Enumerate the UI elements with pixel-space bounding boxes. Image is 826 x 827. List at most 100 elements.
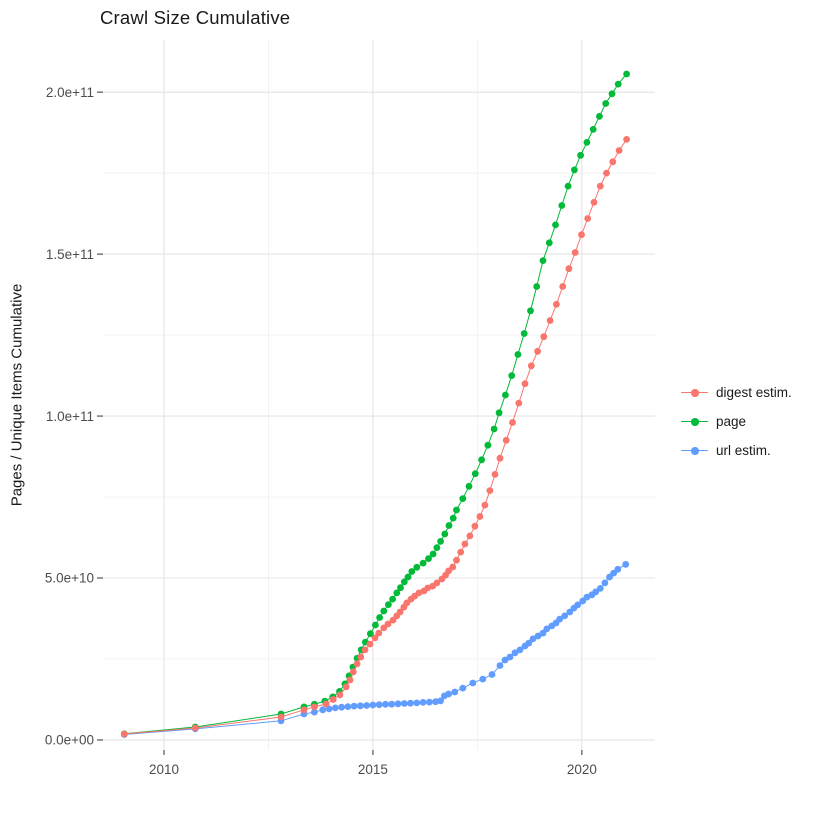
series-digest-estim-point [615, 147, 623, 154]
series-page-point [614, 80, 622, 88]
series-page-point [389, 595, 396, 603]
chart-title: Crawl Size Cumulative [100, 7, 291, 28]
series-digest-estim-point [540, 333, 548, 341]
series-url-estim-point [469, 679, 477, 687]
series-digest-estim-point [346, 676, 354, 684]
series-digest-estim-point [546, 317, 554, 324]
series-digest-estim-point [491, 471, 499, 478]
series-url-estim-point [445, 690, 452, 698]
series-page-point [484, 441, 492, 449]
series-page-point [539, 257, 547, 264]
series-page-point [583, 139, 591, 146]
series-digest-estim-line [124, 139, 628, 735]
series-digest-estim-point [623, 136, 630, 143]
series-url-estim-point [331, 704, 339, 712]
y-tick-label: 0.0e+00 [45, 733, 94, 748]
legend-key-page-icon [681, 407, 708, 436]
series-digest-estim-point [527, 362, 535, 370]
series-page-point [552, 221, 559, 229]
series-digest-estim-point [120, 730, 128, 738]
series-page-point [495, 409, 503, 417]
legend-key-digest-icon [681, 378, 708, 407]
series-url-estim-point [511, 649, 519, 657]
series-page-point [413, 563, 421, 571]
series-page-point [589, 125, 597, 133]
series-digest-estim-point [357, 653, 365, 661]
series-url-estim-point [363, 702, 371, 709]
series-digest-estim-point [375, 629, 383, 637]
series-url-estim-point [400, 700, 408, 707]
series-page-point [478, 456, 485, 464]
series-digest-estim-point [191, 724, 199, 732]
legend-item-page: page [681, 407, 792, 436]
series-url-estim-point [319, 706, 327, 714]
series-digest-estim-point [502, 436, 510, 444]
series-digest-estim-point [453, 556, 460, 564]
series-page-point [465, 482, 473, 490]
series-url-estim-point [451, 688, 459, 696]
series-digest-estim-point [322, 700, 330, 708]
series-page-point [367, 630, 374, 638]
y-tick-label: 1.5e+11 [46, 247, 94, 262]
series-url-estim-point [407, 699, 414, 707]
series-url-estim-point [543, 625, 551, 633]
series-digest-estim-point [277, 713, 285, 721]
series-url-estim-point [506, 653, 514, 661]
series-url-estim-point [338, 703, 345, 711]
series-url-estim-point [516, 646, 524, 654]
legend-item-url-estim: url estim. [681, 436, 792, 465]
series-page-point [527, 307, 534, 315]
series-digest-estim-point [457, 548, 465, 556]
series-page-point [502, 391, 509, 399]
series-url-estim-point [394, 700, 402, 708]
y-tick-label: 1.0e+11 [46, 409, 94, 424]
series-url-estim-point [488, 671, 496, 678]
series-page-point [397, 584, 404, 592]
series-page-point [376, 614, 383, 621]
series-url-estim-point [496, 662, 504, 669]
legend: digest estim. page url estim. [681, 378, 792, 465]
series-page-point [433, 544, 441, 551]
series-digest-estim-point [336, 691, 344, 699]
series-digest-estim-point [384, 620, 392, 628]
series-url-estim-point [357, 702, 364, 710]
series-url-estim-point [601, 579, 609, 587]
series-url-estim-point [419, 699, 427, 706]
series-url-estim-point [529, 635, 537, 643]
series-url-estim-point [325, 705, 333, 713]
series-url-estim-point [375, 701, 383, 709]
series-digest-estim-point [361, 646, 369, 654]
series-page-point [380, 607, 388, 615]
series-url-estim-point [437, 697, 444, 705]
series-digest-estim-point [509, 419, 516, 426]
series-url-estim-point [596, 585, 604, 592]
series-page-point [508, 372, 516, 379]
x-tick-label: 2010 [149, 762, 179, 777]
series-page-point [441, 530, 449, 538]
series-url-estim-point [369, 701, 377, 709]
series-page-point [602, 100, 610, 107]
series-digest-estim-point [496, 454, 504, 462]
x-tick-label: 2020 [567, 762, 597, 777]
series-url-estim-point [426, 698, 433, 706]
series-url-estim-line [124, 563, 626, 735]
series-page-point [419, 559, 427, 567]
series-url-estim-point [479, 675, 487, 683]
series-digest-estim-point [515, 399, 523, 407]
y-tick-label: 5.0e+10 [45, 571, 94, 586]
series-url-estim-point [388, 700, 396, 708]
series-url-estim-point [556, 615, 564, 623]
series-page-point [623, 70, 630, 78]
series-digest-estim-point [329, 696, 337, 703]
series-digest-estim-point [466, 532, 474, 540]
series-digest-estim-point [571, 249, 579, 256]
series-url-estim-point [561, 612, 569, 620]
series-url-estim-point [350, 702, 358, 710]
legend-label-url: url estim. [716, 443, 771, 458]
series-page-point [385, 601, 392, 608]
series-url-estim-point [534, 632, 542, 640]
series-page-point [459, 495, 467, 502]
series-page-point [400, 578, 408, 586]
